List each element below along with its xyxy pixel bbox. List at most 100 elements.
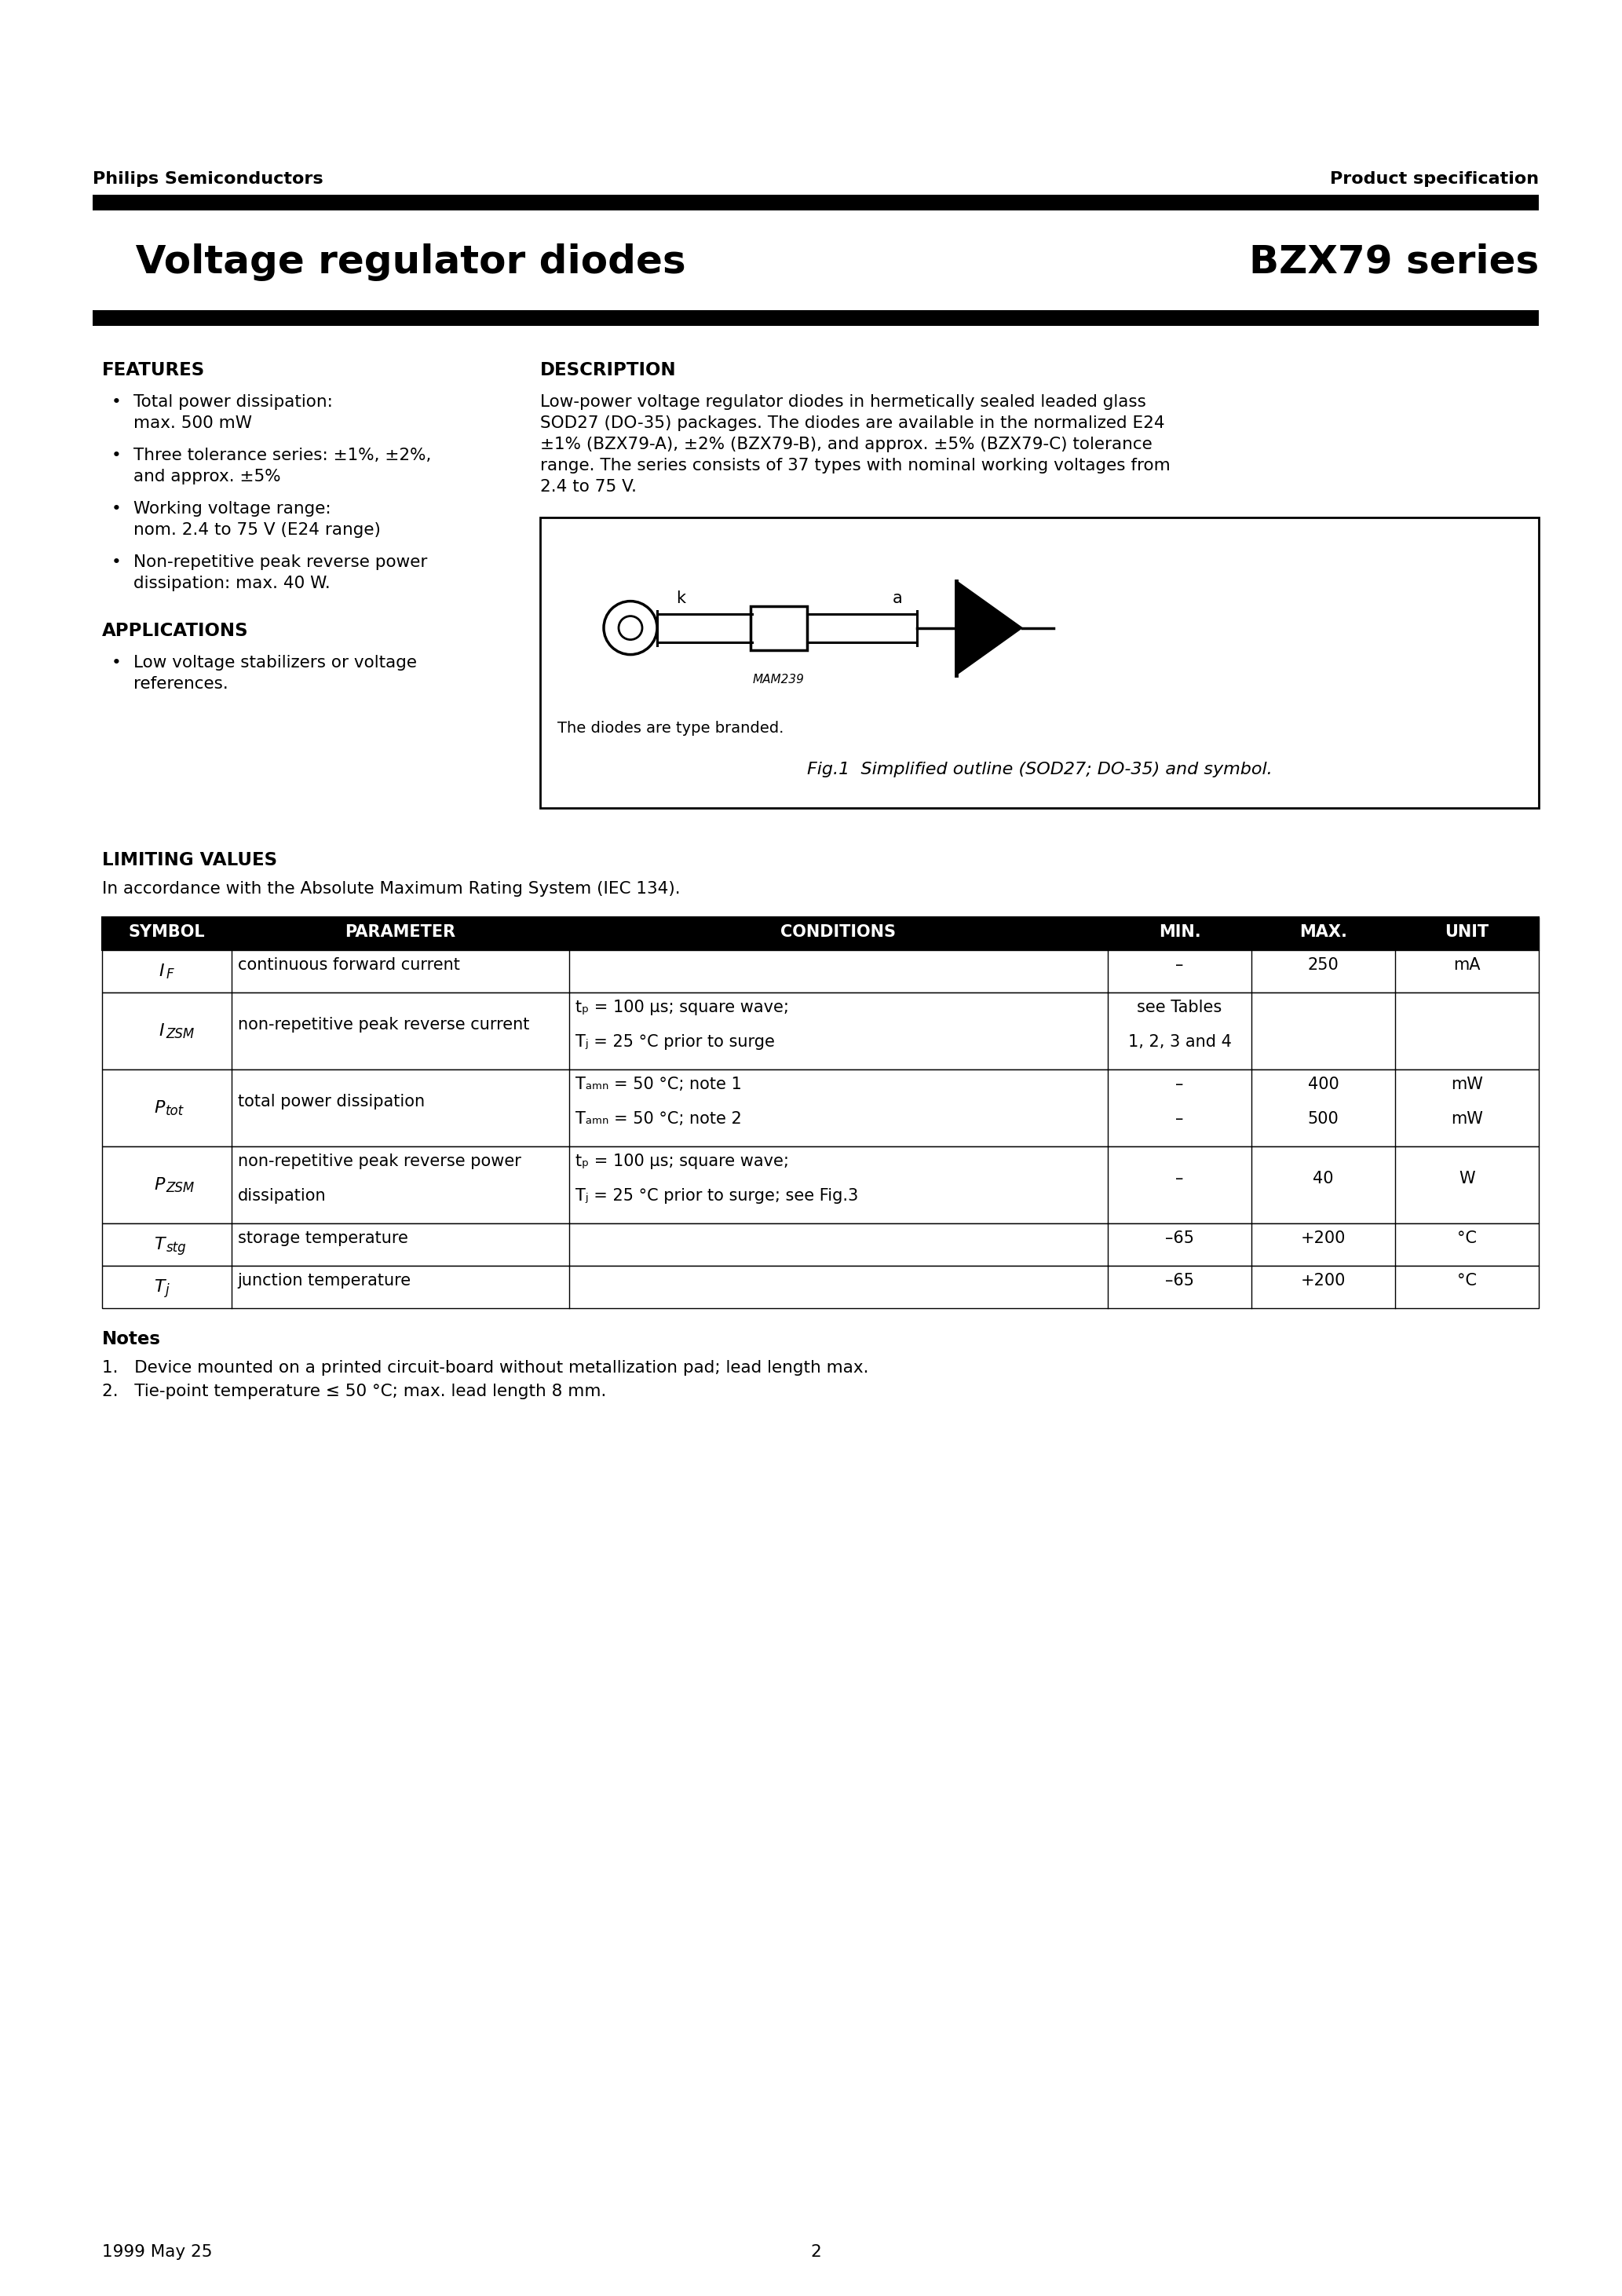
Text: k: k bbox=[676, 590, 686, 606]
Bar bbox=[751, 606, 808, 650]
Bar bbox=[92, 310, 1539, 326]
Text: max. 500 mW: max. 500 mW bbox=[133, 416, 251, 432]
Text: P: P bbox=[154, 1100, 164, 1116]
Text: mA: mA bbox=[1453, 957, 1481, 974]
Text: –: – bbox=[1176, 957, 1184, 974]
Bar bbox=[102, 916, 1539, 951]
Text: 2: 2 bbox=[811, 2243, 821, 2259]
Text: see Tables: see Tables bbox=[1137, 999, 1221, 1015]
Bar bbox=[102, 1224, 1539, 1265]
Text: dissipation: dissipation bbox=[238, 1187, 326, 1203]
Text: Notes: Notes bbox=[102, 1329, 161, 1348]
Text: 250: 250 bbox=[1307, 957, 1338, 974]
Text: •: • bbox=[112, 448, 122, 464]
Text: ZSM: ZSM bbox=[165, 1026, 195, 1040]
Bar bbox=[102, 951, 1539, 992]
Text: Total power dissipation:: Total power dissipation: bbox=[133, 395, 333, 411]
Text: Low voltage stabilizers or voltage: Low voltage stabilizers or voltage bbox=[133, 654, 417, 670]
Bar bbox=[92, 195, 1539, 211]
Text: +200: +200 bbox=[1301, 1231, 1346, 1247]
Text: ZSM: ZSM bbox=[165, 1180, 195, 1196]
Text: °C: °C bbox=[1457, 1231, 1476, 1247]
Text: 1999 May 25: 1999 May 25 bbox=[102, 2243, 212, 2259]
Text: nom. 2.4 to 75 V (E24 range): nom. 2.4 to 75 V (E24 range) bbox=[133, 521, 381, 537]
Text: tₚ = 100 μs; square wave;: tₚ = 100 μs; square wave; bbox=[576, 999, 788, 1015]
Text: 500: 500 bbox=[1307, 1111, 1338, 1127]
Text: Fig.1  Simplified outline (SOD27; DO-35) and symbol.: Fig.1 Simplified outline (SOD27; DO-35) … bbox=[806, 762, 1272, 778]
Text: –: – bbox=[1176, 1111, 1184, 1127]
Text: •: • bbox=[112, 395, 122, 411]
Text: •: • bbox=[112, 501, 122, 517]
Text: continuous forward current: continuous forward current bbox=[238, 957, 459, 974]
Text: °C: °C bbox=[1457, 1272, 1476, 1288]
Text: tₚ = 100 μs; square wave;: tₚ = 100 μs; square wave; bbox=[576, 1153, 788, 1169]
Text: Non-repetitive peak reverse power: Non-repetitive peak reverse power bbox=[133, 553, 427, 569]
Text: 2.   Tie-point temperature ≤ 50 °C; max. lead length 8 mm.: 2. Tie-point temperature ≤ 50 °C; max. l… bbox=[102, 1384, 607, 1398]
Bar bbox=[102, 916, 1539, 951]
Text: tot: tot bbox=[165, 1104, 183, 1118]
Text: Three tolerance series: ±1%, ±2%,: Three tolerance series: ±1%, ±2%, bbox=[133, 448, 431, 464]
Bar bbox=[102, 1146, 1539, 1224]
Text: APPLICATIONS: APPLICATIONS bbox=[102, 622, 248, 641]
Text: Voltage regulator diodes: Voltage regulator diodes bbox=[109, 243, 686, 280]
Text: •: • bbox=[112, 553, 122, 569]
Bar bbox=[540, 517, 1539, 808]
Text: a: a bbox=[892, 590, 902, 606]
Text: Working voltage range:: Working voltage range: bbox=[133, 501, 331, 517]
Text: SYMBOL: SYMBOL bbox=[128, 925, 204, 939]
Text: The diodes are type branded.: The diodes are type branded. bbox=[558, 721, 783, 735]
Text: dissipation: max. 40 W.: dissipation: max. 40 W. bbox=[133, 576, 331, 592]
Text: MAX.: MAX. bbox=[1299, 925, 1348, 939]
Text: non-repetitive peak reverse current: non-repetitive peak reverse current bbox=[238, 1017, 529, 1033]
Text: P: P bbox=[154, 1178, 164, 1192]
Text: CONDITIONS: CONDITIONS bbox=[780, 925, 895, 939]
Polygon shape bbox=[957, 581, 1022, 675]
Text: –65: –65 bbox=[1165, 1231, 1194, 1247]
Text: and approx. ±5%: and approx. ±5% bbox=[133, 468, 281, 484]
Text: Tₐₘₙ = 50 °C; note 2: Tₐₘₙ = 50 °C; note 2 bbox=[576, 1111, 741, 1127]
Text: Tⱼ = 25 °C prior to surge: Tⱼ = 25 °C prior to surge bbox=[576, 1033, 775, 1049]
Bar bbox=[102, 992, 1539, 1070]
Text: stg: stg bbox=[165, 1240, 187, 1256]
Text: T: T bbox=[154, 1238, 164, 1251]
Text: Philips Semiconductors: Philips Semiconductors bbox=[92, 172, 323, 186]
Text: Tⱼ = 25 °C prior to surge; see Fig.3: Tⱼ = 25 °C prior to surge; see Fig.3 bbox=[576, 1187, 858, 1203]
Text: T: T bbox=[154, 1279, 164, 1295]
Bar bbox=[102, 1070, 1539, 1146]
Text: range. The series consists of 37 types with nominal working voltages from: range. The series consists of 37 types w… bbox=[540, 457, 1171, 473]
Text: mW: mW bbox=[1452, 1111, 1483, 1127]
Text: UNIT: UNIT bbox=[1445, 925, 1489, 939]
Text: 1.   Device mounted on a printed circuit-board without metallization pad; lead l: 1. Device mounted on a printed circuit-b… bbox=[102, 1359, 869, 1375]
Text: –: – bbox=[1176, 1171, 1184, 1187]
Text: mW: mW bbox=[1452, 1077, 1483, 1093]
Text: LIMITING VALUES: LIMITING VALUES bbox=[102, 852, 277, 870]
Text: junction temperature: junction temperature bbox=[238, 1272, 412, 1288]
Text: MIN.: MIN. bbox=[1158, 925, 1200, 939]
Text: –65: –65 bbox=[1165, 1272, 1194, 1288]
Text: F: F bbox=[165, 967, 174, 980]
Text: FEATURES: FEATURES bbox=[102, 360, 204, 379]
Text: PARAMETER: PARAMETER bbox=[345, 925, 456, 939]
Text: 2.4 to 75 V.: 2.4 to 75 V. bbox=[540, 480, 637, 494]
Text: +200: +200 bbox=[1301, 1272, 1346, 1288]
Text: DESCRIPTION: DESCRIPTION bbox=[540, 360, 676, 379]
Bar bbox=[102, 1265, 1539, 1309]
Text: SOD27 (DO-35) packages. The diodes are available in the normalized E24: SOD27 (DO-35) packages. The diodes are a… bbox=[540, 416, 1165, 432]
Text: storage temperature: storage temperature bbox=[238, 1231, 407, 1247]
Text: Low-power voltage regulator diodes in hermetically sealed leaded glass: Low-power voltage regulator diodes in he… bbox=[540, 395, 1147, 411]
Text: j: j bbox=[165, 1283, 170, 1297]
Text: BZX79 series: BZX79 series bbox=[1249, 243, 1539, 280]
Text: In accordance with the Absolute Maximum Rating System (IEC 134).: In accordance with the Absolute Maximum … bbox=[102, 882, 680, 898]
Text: Tₐₘₙ = 50 °C; note 1: Tₐₘₙ = 50 °C; note 1 bbox=[576, 1077, 741, 1093]
Text: 40: 40 bbox=[1312, 1171, 1333, 1187]
Text: W: W bbox=[1458, 1171, 1474, 1187]
Text: ±1% (BZX79-A), ±2% (BZX79-B), and approx. ±5% (BZX79-C) tolerance: ±1% (BZX79-A), ±2% (BZX79-B), and approx… bbox=[540, 436, 1152, 452]
Text: 400: 400 bbox=[1307, 1077, 1338, 1093]
Text: MAM239: MAM239 bbox=[753, 673, 805, 684]
Text: 1, 2, 3 and 4: 1, 2, 3 and 4 bbox=[1127, 1033, 1231, 1049]
Text: •: • bbox=[112, 654, 122, 670]
Text: –: – bbox=[1176, 1077, 1184, 1093]
Text: I: I bbox=[159, 1024, 164, 1038]
Text: Product specification: Product specification bbox=[1330, 172, 1539, 186]
Text: total power dissipation: total power dissipation bbox=[238, 1093, 425, 1109]
